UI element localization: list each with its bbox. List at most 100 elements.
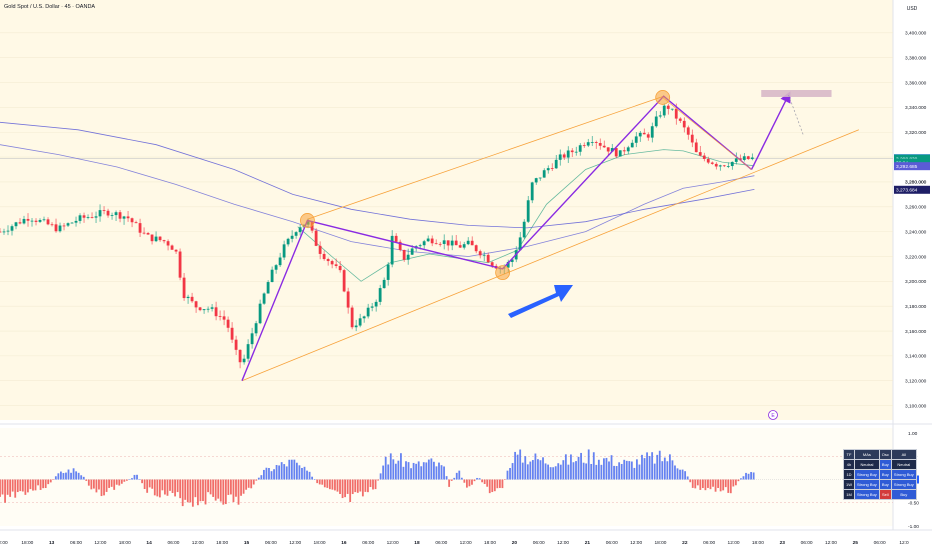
oscillator-bar-positive bbox=[476, 477, 478, 480]
oscillator-bar-positive bbox=[597, 459, 600, 480]
harmonic-pattern bbox=[241, 90, 832, 381]
oscillator-bar-negative bbox=[704, 479, 707, 491]
table-header-cell: MAs bbox=[854, 449, 880, 460]
oscillator-bar-negative bbox=[245, 479, 248, 490]
oscillator-bar-positive bbox=[663, 457, 666, 480]
candle-body bbox=[338, 265, 342, 271]
table-cell: Buy bbox=[878, 479, 892, 490]
oscillator-bar-positive bbox=[679, 469, 681, 480]
oscillator-bar-negative bbox=[468, 479, 471, 487]
oscillator-bar-negative bbox=[118, 479, 121, 486]
price-tick-label: 3,140.000 bbox=[905, 354, 927, 360]
oscillator-bar-positive bbox=[288, 459, 291, 480]
candle-body bbox=[342, 270, 346, 292]
event-marker-icon[interactable] bbox=[768, 410, 778, 420]
table-cell: Neutral bbox=[890, 459, 917, 470]
oscillator-bar-negative bbox=[367, 479, 369, 493]
candle-body bbox=[98, 210, 102, 217]
candle-body bbox=[2, 231, 6, 233]
candle-body bbox=[318, 245, 322, 254]
oscillator-bar-positive bbox=[402, 466, 405, 480]
oscillator-bar-positive bbox=[684, 471, 687, 480]
projection-arrow bbox=[750, 91, 791, 170]
time-tick-label: 18 bbox=[414, 540, 420, 546]
oscillator-bar-positive bbox=[138, 479, 141, 480]
oscillator-bar-positive bbox=[313, 479, 316, 480]
oscillator-bar-negative bbox=[351, 479, 354, 495]
oscillator-bar-negative bbox=[214, 479, 217, 501]
oscillator-bar-negative bbox=[374, 479, 377, 490]
candle-body bbox=[722, 165, 726, 167]
oscillator-bar-negative bbox=[491, 479, 494, 493]
oscillator-bar-positive bbox=[405, 461, 407, 480]
oscillator-bar-positive bbox=[72, 468, 75, 480]
oscillator-bar-negative bbox=[714, 479, 717, 492]
oscillator-bar-positive bbox=[70, 472, 72, 480]
oscillator-bar-positive bbox=[595, 464, 598, 480]
oscillator-bar-positive bbox=[570, 454, 572, 480]
time-tick-label: 12:00 bbox=[460, 540, 472, 546]
price-axis[interactable]: 3,400.000 3,380.000 3,360.000 3,340.000 3,32… bbox=[894, 31, 930, 410]
oscillator-bar-positive bbox=[628, 461, 631, 480]
oscillator-bar-negative bbox=[354, 479, 357, 493]
oscillator-bar-negative bbox=[125, 479, 128, 481]
candle-body bbox=[218, 316, 222, 317]
candle-body bbox=[362, 316, 366, 319]
table-cell: Buy bbox=[878, 469, 892, 480]
oscillator-bar-positive bbox=[306, 470, 308, 480]
oscillator-bar-negative bbox=[481, 479, 484, 483]
candle-body bbox=[370, 306, 374, 308]
price-tick-label: 3,260.000 bbox=[905, 205, 927, 211]
oscillator-bar-positive bbox=[623, 459, 626, 480]
candle-body bbox=[54, 224, 58, 232]
candle-body bbox=[694, 142, 698, 153]
oscillator-bar-negative bbox=[181, 479, 184, 507]
oscillator-bar-positive bbox=[582, 462, 585, 480]
oscillator-bar-positive bbox=[128, 479, 131, 480]
oscillator-bar-positive bbox=[554, 466, 557, 480]
candle-body bbox=[578, 145, 582, 152]
oscillator-bar-negative bbox=[90, 479, 93, 490]
oscillator-bar-negative bbox=[19, 479, 22, 492]
oscillator-bar-positive bbox=[592, 452, 595, 480]
oscillator-bar-positive bbox=[636, 459, 638, 480]
oscillator-bar-negative bbox=[473, 479, 476, 482]
time-tick-label: 06:00 bbox=[265, 540, 277, 546]
oscillator-bar-positive bbox=[65, 472, 67, 480]
oscillator-bar-positive bbox=[651, 452, 654, 480]
oscillator-bar-negative bbox=[224, 479, 227, 505]
candle-body bbox=[250, 333, 254, 345]
symbol-title[interactable]: Gold Spot / U.S. Dollar · 45 · OANDA bbox=[4, 4, 96, 10]
time-tick-label: 2:00 bbox=[0, 540, 8, 546]
oscillator-bar-negative bbox=[194, 479, 197, 498]
oscillator-bar-negative bbox=[465, 479, 468, 488]
time-axis[interactable]: 2:00 18:00 13 06:00 12:00 18:00 14 06:00 12:00 18… bbox=[0, 540, 909, 546]
currency-label[interactable]: USD bbox=[907, 6, 918, 12]
oscillator-bar-positive bbox=[661, 461, 664, 480]
oscillator-bar-positive bbox=[54, 476, 57, 480]
oscillator-bar-negative bbox=[105, 479, 108, 492]
candle-body bbox=[654, 116, 658, 127]
oscillator-bar-negative bbox=[143, 479, 146, 490]
candle-body bbox=[110, 215, 114, 216]
price-label-box bbox=[894, 185, 930, 194]
candle-body bbox=[22, 218, 26, 224]
oscillator-bar-negative bbox=[341, 479, 344, 499]
candle-body bbox=[470, 240, 474, 246]
oscillator-bar-negative bbox=[171, 479, 174, 494]
oscillator-bar-positive bbox=[666, 461, 669, 480]
candle-body bbox=[94, 216, 98, 218]
candle-body bbox=[198, 307, 202, 311]
candle-body bbox=[314, 230, 318, 246]
ascending-channel bbox=[241, 95, 859, 382]
candle-body bbox=[126, 216, 130, 219]
candle-body bbox=[14, 222, 18, 227]
candle-body bbox=[66, 223, 70, 226]
oscillator-bar-positive bbox=[745, 472, 747, 480]
candle-body bbox=[690, 134, 694, 143]
pivot-marker bbox=[655, 90, 671, 105]
oscillator-bar-positive bbox=[547, 464, 549, 480]
candle-body bbox=[678, 118, 682, 121]
price-label-box bbox=[894, 154, 930, 163]
